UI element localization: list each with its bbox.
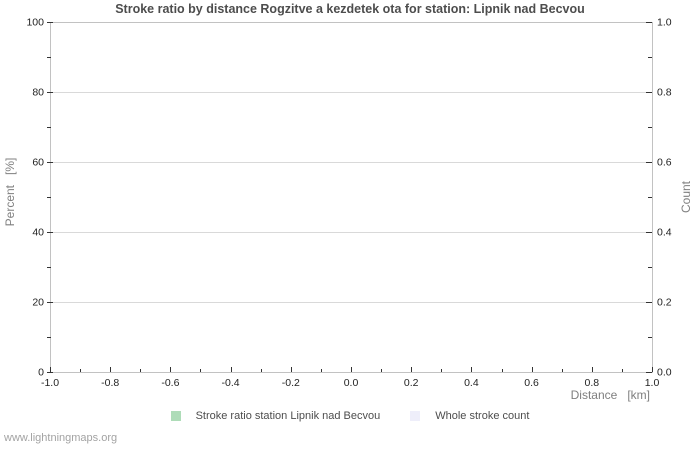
- svg-text:1.0: 1.0: [645, 377, 660, 389]
- legend-swatch-stroke-ratio-icon: [170, 411, 181, 421]
- svg-text:-0.8: -0.8: [101, 377, 119, 389]
- svg-text:0.8: 0.8: [584, 377, 599, 389]
- svg-text:-1.0: -1.0: [41, 377, 59, 389]
- legend-swatch-whole-stroke-count-icon: [410, 411, 421, 421]
- svg-text:80: 80: [32, 87, 44, 99]
- svg-text:100: 100: [26, 17, 44, 29]
- svg-text:0.0: 0.0: [344, 377, 359, 389]
- svg-text:-0.4: -0.4: [222, 377, 240, 389]
- svg-text:-0.6: -0.6: [161, 377, 179, 389]
- svg-text:0.2: 0.2: [404, 377, 419, 389]
- legend-item-stroke-ratio: Stroke ratio station Lipnik nad Becvou: [170, 410, 381, 422]
- legend-item-whole-stroke-count: Whole stroke count: [410, 410, 529, 422]
- svg-text:20: 20: [32, 297, 44, 309]
- svg-text:0.2: 0.2: [657, 297, 672, 309]
- svg-text:0: 0: [38, 367, 44, 379]
- svg-text:1.0: 1.0: [657, 17, 672, 29]
- svg-text:-0.2: -0.2: [282, 377, 300, 389]
- svg-text:60: 60: [32, 157, 44, 169]
- svg-text:0.6: 0.6: [524, 377, 539, 389]
- legend-label-whole-stroke-count: Whole stroke count: [435, 410, 530, 422]
- watermark-text: www.lightningmaps.org: [4, 432, 118, 444]
- svg-text:0.4: 0.4: [464, 377, 479, 389]
- y-axis-label-right: Count: [679, 180, 693, 214]
- svg-text:0.6: 0.6: [657, 157, 672, 169]
- svg-text:0.4: 0.4: [657, 227, 672, 239]
- x-axis-label: Distance [km]: [570, 388, 650, 402]
- legend: Stroke ratio station Lipnik nad Becvou W…: [0, 410, 700, 422]
- svg-text:40: 40: [32, 227, 44, 239]
- legend-label-stroke-ratio: Stroke ratio station Lipnik nad Becvou: [195, 410, 381, 422]
- y-axis-label-left: Percent [%]: [3, 157, 17, 227]
- svg-text:0.8: 0.8: [657, 87, 672, 99]
- chart-title: Stroke ratio by distance Rogzitve a kezd…: [115, 2, 585, 16]
- svg-text:0.0: 0.0: [657, 367, 672, 379]
